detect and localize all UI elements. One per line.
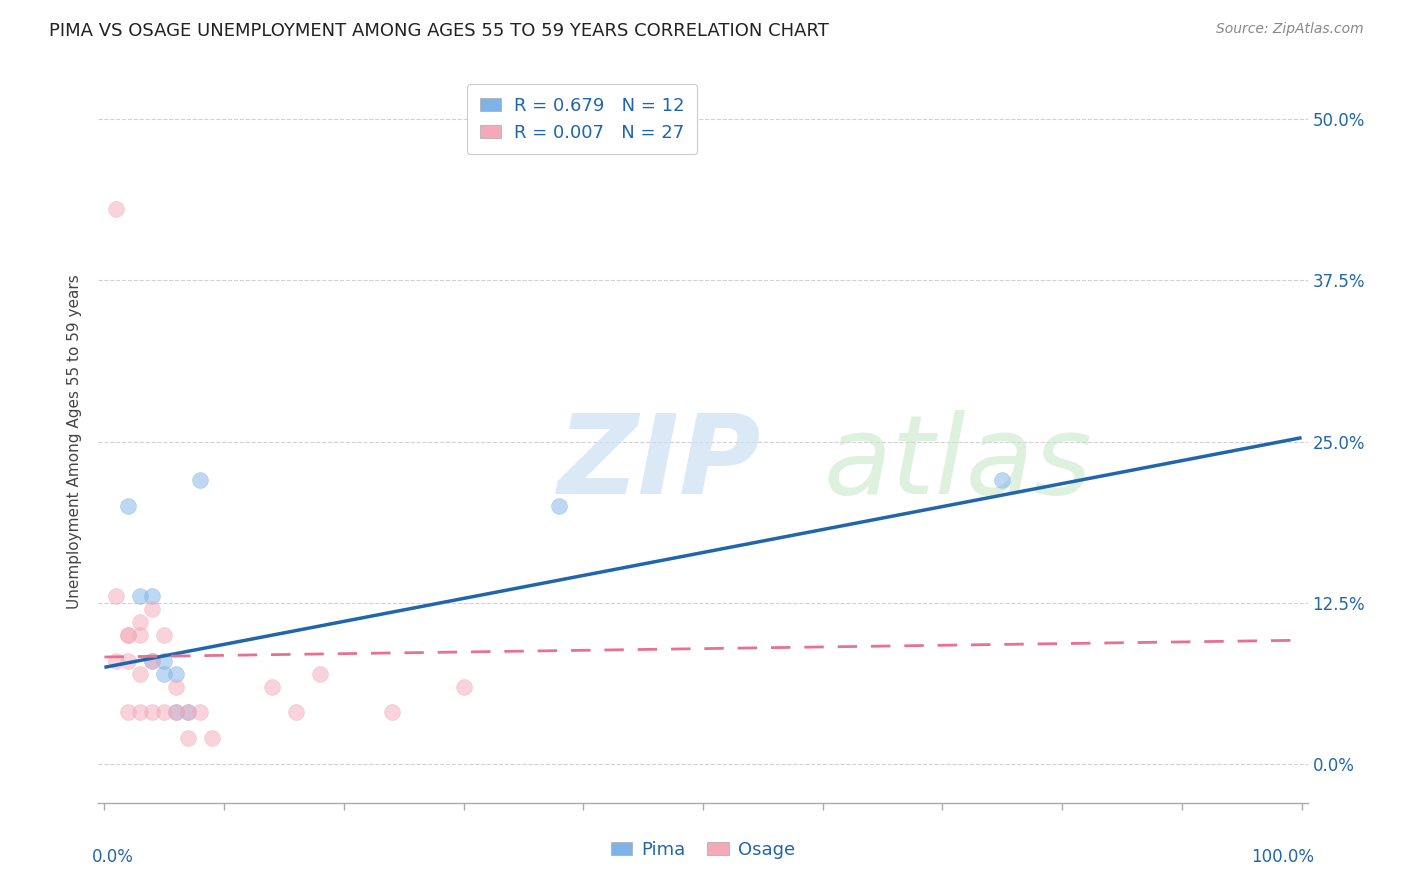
Point [141,654,163,668]
Text: ZIP: ZIP [558,409,762,516]
Point [117,654,139,668]
Text: 100.0%: 100.0% [1250,847,1313,865]
Point [129,666,152,681]
Point [153,654,176,668]
Point [153,666,176,681]
Point [141,706,163,720]
Point [165,706,187,720]
Point [105,654,128,668]
Point [188,473,211,487]
Point [129,590,152,604]
Point [177,706,200,720]
Point [165,680,187,694]
Point [129,628,152,642]
Point [141,590,163,604]
Point [129,706,152,720]
Text: PIMA VS OSAGE UNEMPLOYMENT AMONG AGES 55 TO 59 YEARS CORRELATION CHART: PIMA VS OSAGE UNEMPLOYMENT AMONG AGES 55… [49,22,830,40]
Point [117,628,139,642]
Point [117,628,139,642]
Point [177,706,200,720]
Point [165,666,187,681]
Point [141,654,163,668]
Point [105,590,128,604]
Point [284,706,307,720]
Text: atlas: atlas [824,409,1092,516]
Point [153,706,176,720]
Y-axis label: Unemployment Among Ages 55 to 59 years: Unemployment Among Ages 55 to 59 years [67,274,83,609]
Point [141,602,163,616]
Text: 0.0%: 0.0% [93,847,134,865]
Point [188,706,211,720]
Point [381,706,404,720]
Point [453,680,475,694]
Point [309,666,332,681]
Point [177,731,200,746]
Point [991,473,1014,487]
Legend: Pima, Osage: Pima, Osage [610,841,796,859]
Point [548,499,571,513]
Point [117,706,139,720]
Point [117,499,139,513]
Text: Source: ZipAtlas.com: Source: ZipAtlas.com [1216,22,1364,37]
Point [260,680,283,694]
Point [165,706,187,720]
Point [129,615,152,630]
Point [153,628,176,642]
Point [201,731,224,746]
Point [105,202,128,217]
